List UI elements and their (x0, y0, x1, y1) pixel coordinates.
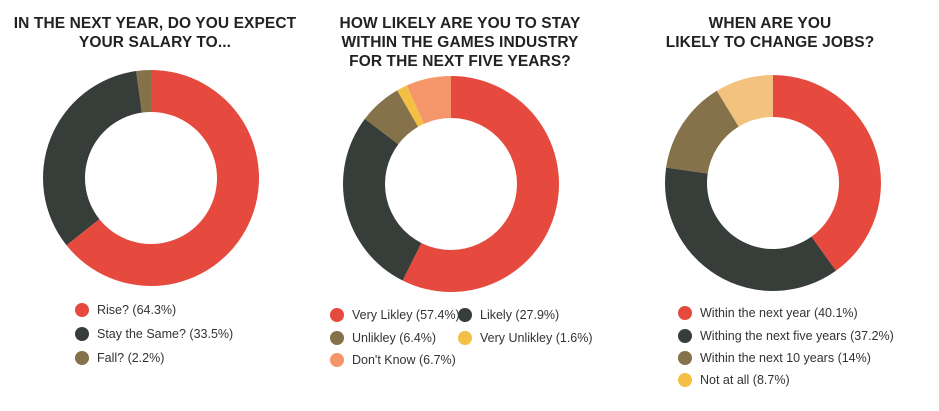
title-line-3: FOR THE NEXT FIVE YEARS? (349, 53, 571, 70)
title-line-2: LIKELY TO CHANGE JOBS? (665, 34, 875, 51)
legend-label: Very Likley (57.4%) (352, 308, 460, 322)
legend-swatch (678, 329, 692, 343)
legend-label: Rise? (64.3%) (97, 303, 177, 317)
legend-item: Very Unlikley (1.6%) (458, 330, 593, 346)
legend-label: Likely (27.9%) (480, 308, 560, 322)
donut-slice-0 (402, 76, 559, 292)
legend-item: Not at all (8.7%) (678, 372, 790, 388)
legend-swatch (75, 327, 89, 341)
donut-chart (665, 75, 881, 291)
legend-swatch (458, 331, 472, 345)
legend-label: Within the next year (40.1%) (700, 306, 858, 320)
legend-label: Very Unlikley (1.6%) (480, 331, 593, 345)
donut-slice-1 (343, 118, 422, 281)
legend-label: Withing the next five years (37.2%) (700, 329, 894, 343)
legend-item: Rise? (64.3%) (75, 302, 176, 318)
legend-item: Stay the Same? (33.5%) (75, 326, 233, 342)
legend-label: Fall? (2.2%) (97, 351, 165, 365)
donut-slice-0 (773, 75, 881, 271)
chart-stay-in-industry: HOW LIKELY ARE YOU TO STAY WITHIN THE GA… (310, 0, 610, 411)
donut-slice-1 (665, 167, 836, 291)
donut-chart (343, 76, 559, 292)
legend-swatch (330, 353, 344, 367)
legend-swatch (678, 373, 692, 387)
title-line-1: IN THE NEXT YEAR, DO YOU EXPECT (13, 15, 297, 32)
legend-swatch (678, 306, 692, 320)
legend-swatch (458, 308, 472, 322)
donut-slice-2 (666, 90, 739, 174)
legend-label: Stay the Same? (33.5%) (97, 327, 234, 341)
donut-slice-2 (364, 90, 419, 145)
title-line-2: YOUR SALARY TO... (78, 34, 232, 51)
donut-slice-0 (66, 70, 260, 286)
legend-item: Likely (27.9%) (458, 307, 559, 323)
chart-title: IN THE NEXT YEAR, DO YOU EXPECT YOUR SAL… (10, 14, 300, 52)
donut-chart (43, 70, 260, 286)
title-line-1: WHEN ARE YOU (708, 15, 832, 32)
legend-item: Within the next year (40.1%) (678, 305, 858, 321)
legend-swatch (75, 303, 89, 317)
legend-label: Within the next 10 years (14%) (700, 351, 871, 365)
legend-swatch (330, 308, 344, 322)
legend-item: Fall? (2.2%) (75, 350, 164, 366)
legend-swatch (75, 351, 89, 365)
legend-item: Unlikley (6.4%) (330, 330, 436, 346)
legend-item: Withing the next five years (37.2%) (678, 328, 894, 344)
chart-change-jobs: WHEN ARE YOU LIKELY TO CHANGE JOBS? With… (610, 0, 939, 411)
legend-item: Within the next 10 years (14%) (678, 350, 871, 366)
legend-swatch (678, 351, 692, 365)
donut-slice-1 (43, 71, 142, 246)
donut-slice-3 (716, 75, 773, 127)
chart-salary-expectation: IN THE NEXT YEAR, DO YOU EXPECT YOUR SAL… (0, 0, 310, 411)
legend-label: Unlikley (6.4%) (352, 331, 437, 345)
legend-item: Don't Know (6.7%) (330, 352, 456, 368)
legend-item: Very Likley (57.4%) (330, 307, 460, 323)
donut-slice-2 (136, 70, 151, 113)
chart-title: WHEN ARE YOU LIKELY TO CHANGE JOBS? (610, 14, 930, 52)
donut-slice-3 (397, 85, 425, 127)
donut-slice-4 (406, 76, 451, 124)
legend-label: Not at all (8.7%) (700, 373, 790, 387)
legend-label: Don't Know (6.7%) (352, 353, 456, 367)
legend-swatch (330, 331, 344, 345)
chart-title: HOW LIKELY ARE YOU TO STAY WITHIN THE GA… (310, 14, 610, 71)
title-line-1: HOW LIKELY ARE YOU TO STAY (339, 15, 581, 32)
title-line-2: WITHIN THE GAMES INDUSTRY (341, 34, 579, 51)
